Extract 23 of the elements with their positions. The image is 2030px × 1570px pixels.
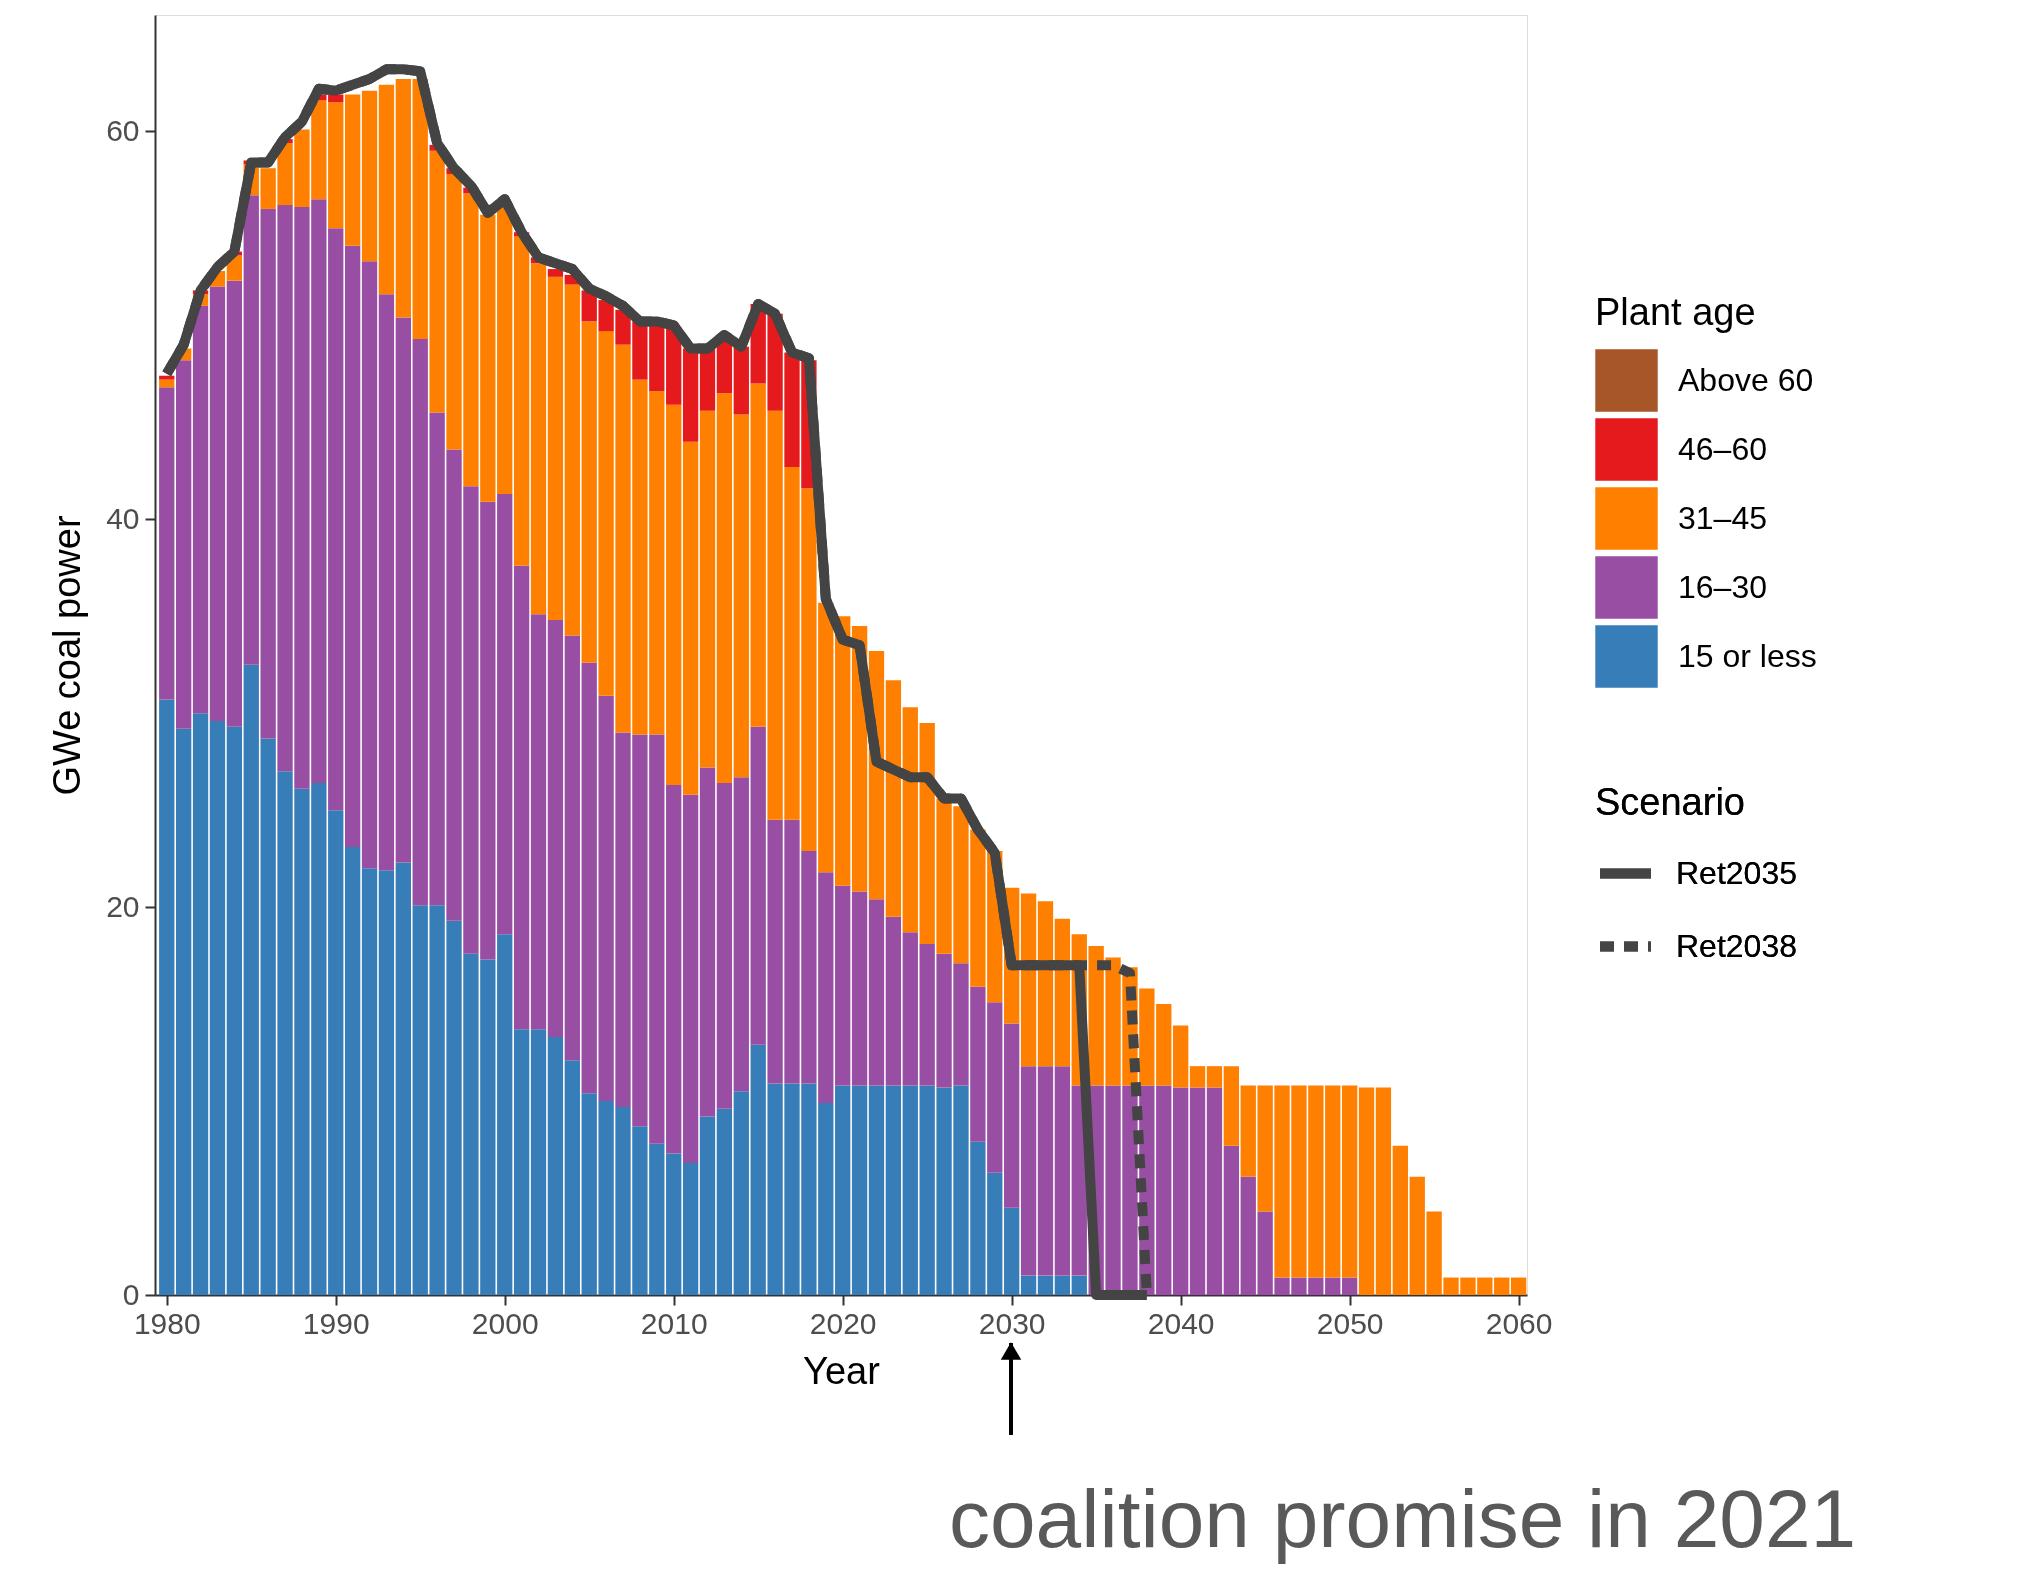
text: Scenario — [1595, 781, 1745, 823]
legend-label: 46–60 — [1678, 430, 1767, 467]
x-tick-label: 2030 — [978, 1306, 1046, 1340]
x-tick-label: 2000 — [471, 1306, 539, 1340]
x-tick-label: 2060 — [1485, 1306, 1553, 1340]
text: coalition promise in 2021 — [949, 1473, 1857, 1564]
x-tick-label: 2020 — [809, 1306, 877, 1340]
legend-label: 16–30 — [1678, 568, 1767, 605]
x-tick-label: 2010 — [640, 1306, 708, 1340]
x-tick-label: 2040 — [1147, 1306, 1215, 1340]
x-axis-title: Year — [803, 1349, 881, 1392]
text: Plant age — [1595, 291, 1756, 333]
y-tick-label: 20 — [106, 889, 140, 923]
legend-label: 31–45 — [1678, 499, 1767, 536]
x-tick-label: 1990 — [302, 1306, 370, 1340]
y-tick-label: 40 — [106, 501, 140, 535]
legend-label: 15 or less — [1678, 637, 1817, 674]
x-tick-label: 2050 — [1316, 1306, 1384, 1340]
legend-label: Ret2035 — [1676, 854, 1797, 891]
y-axis-title: GWe coal power — [46, 515, 89, 796]
legend-label: Ret2038 — [1676, 927, 1797, 964]
legend-label: Above 60 — [1678, 361, 1814, 398]
y-tick-label: 60 — [106, 113, 140, 147]
